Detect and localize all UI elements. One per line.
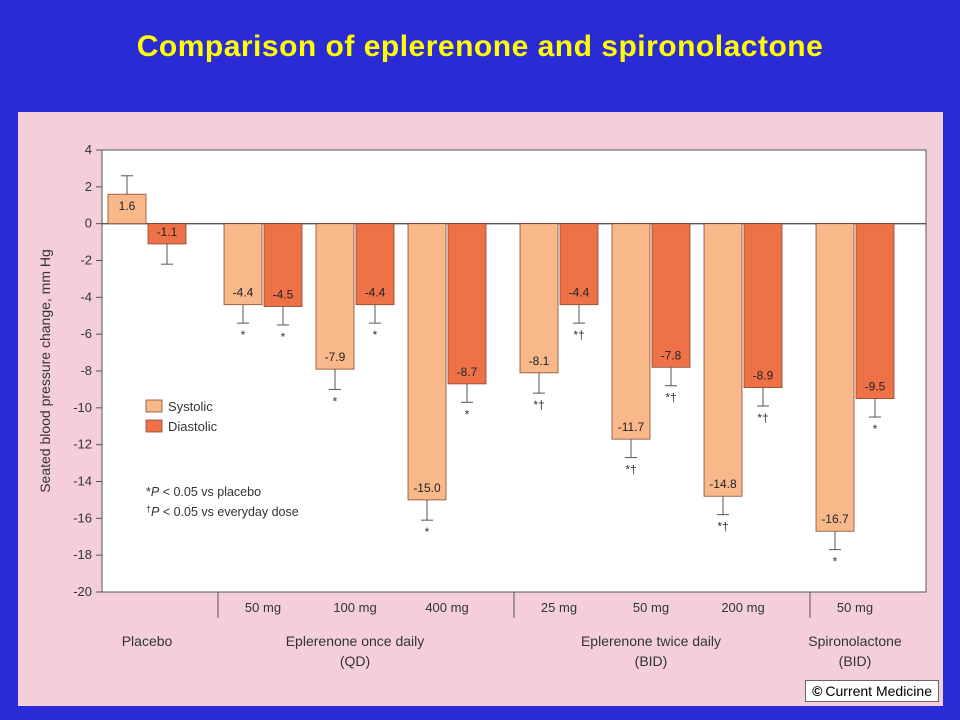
- y-tick-label: -2: [80, 253, 92, 268]
- systolic-value-label: -7.9: [325, 350, 346, 364]
- x-tick-label: 50 mg: [837, 600, 873, 615]
- x-tick-label: 25 mg: [541, 600, 577, 615]
- x-tick-label: 400 mg: [425, 600, 468, 615]
- legend-swatch-systolic: [145, 399, 163, 413]
- group-label: Spironolactone: [808, 633, 902, 649]
- group-label: (QD): [340, 653, 370, 669]
- legend-label: Diastolic: [168, 419, 218, 434]
- diastolic-value-label: -4.5: [273, 288, 294, 302]
- diastolic-bar: [559, 223, 599, 306]
- significance-mark: *†: [533, 398, 544, 412]
- systolic-bar: [223, 223, 263, 306]
- y-tick-label: 4: [85, 142, 92, 157]
- group-label: (BID): [839, 653, 872, 669]
- diastolic-value-label: -8.9: [753, 369, 774, 383]
- significance-mark: *: [241, 328, 246, 342]
- diastolic-value-label: -7.8: [661, 348, 682, 362]
- x-tick-label: 50 mg: [633, 600, 669, 615]
- systolic-bar: [315, 223, 355, 370]
- y-tick-label: -6: [80, 326, 92, 341]
- group-label: (BID): [635, 653, 668, 669]
- significance-mark: *: [465, 407, 470, 421]
- footnote: *P < 0.05 vs placebo: [146, 485, 261, 499]
- x-tick-label: 100 mg: [333, 600, 376, 615]
- diastolic-bar: [651, 223, 691, 368]
- systolic-value-label: 1.6: [119, 199, 136, 213]
- significance-mark: *†: [625, 463, 636, 477]
- group-label: Placebo: [122, 633, 173, 649]
- figure-panel: 4 2 0 -2 -4 -6 -8 -10 -12 -14 -16 -18 -20 Seated bloo…: [18, 112, 943, 706]
- systolic-bar: [703, 223, 743, 497]
- systolic-value-label: -8.1: [529, 354, 550, 368]
- diastolic-bar: [263, 223, 303, 307]
- diastolic-value-label: -4.4: [569, 286, 590, 300]
- significance-mark: *: [425, 525, 430, 539]
- diastolic-value-label: -9.5: [865, 380, 886, 394]
- significance-mark: *†: [757, 411, 768, 425]
- credit-text: Current Medicine: [825, 683, 932, 699]
- diastolic-bar: [855, 223, 895, 400]
- y-tick-label: -18: [73, 547, 92, 562]
- y-tick-label: -8: [80, 363, 92, 378]
- significance-mark: *: [873, 422, 878, 436]
- diastolic-bar: [743, 223, 783, 388]
- significance-mark: *†: [573, 328, 584, 342]
- diastolic-bar: [355, 223, 395, 306]
- x-tick-label: 200 mg: [721, 600, 764, 615]
- systolic-value-label: -14.8: [709, 477, 737, 491]
- systolic-value-label: -15.0: [413, 481, 441, 495]
- diastolic-value-label: -1.1: [157, 225, 178, 239]
- y-axis-title: Seated blood pressure change, mm Hg: [37, 249, 53, 493]
- systolic-bar: [407, 223, 447, 501]
- significance-mark: *†: [717, 520, 728, 534]
- legend-label: Systolic: [168, 399, 213, 414]
- bar-chart: 4 2 0 -2 -4 -6 -8 -10 -12 -14 -16 -18 -20 Seated bloo…: [37, 142, 927, 669]
- y-tick-label: 2: [85, 179, 92, 194]
- slide-title: Comparison of eplerenone and spironolact…: [136, 30, 824, 63]
- systolic-bar: [519, 223, 559, 374]
- significance-mark: *: [373, 328, 378, 342]
- diastolic-value-label: -4.4: [365, 286, 386, 300]
- copyright-symbol: ©: [812, 683, 823, 699]
- diastolic-bar: [447, 223, 487, 385]
- significance-mark: *: [833, 555, 838, 569]
- x-tick-label: 50 mg: [245, 600, 281, 615]
- y-tick-label: -16: [73, 510, 92, 525]
- systolic-value-label: -11.7: [618, 420, 645, 434]
- y-tick-label: -20: [73, 584, 92, 599]
- systolic-value-label: -16.7: [821, 512, 849, 526]
- footnote: †P < 0.05 vs everyday dose: [146, 504, 299, 519]
- plot-area: [101, 149, 927, 593]
- significance-mark: *: [281, 330, 286, 344]
- diastolic-value-label: -8.7: [457, 365, 478, 379]
- y-tick-label: -10: [73, 400, 92, 415]
- significance-mark: *†: [665, 391, 676, 405]
- group-label: Eplerenone twice daily: [581, 633, 721, 649]
- systolic-bar: [815, 223, 855, 532]
- legend-swatch-diastolic: [145, 419, 163, 433]
- systolic-value-label: -4.4: [233, 286, 254, 300]
- group-label: Eplerenone once daily: [286, 633, 425, 649]
- y-tick-label: 0: [85, 216, 92, 231]
- significance-mark: *: [333, 394, 338, 408]
- credit-badge: © Current Medicine: [805, 680, 939, 702]
- y-tick-label: -14: [73, 474, 92, 489]
- y-tick-label: -12: [73, 437, 92, 452]
- systolic-bar: [107, 193, 147, 225]
- y-tick-label: -4: [80, 289, 92, 304]
- systolic-bar: [611, 223, 651, 440]
